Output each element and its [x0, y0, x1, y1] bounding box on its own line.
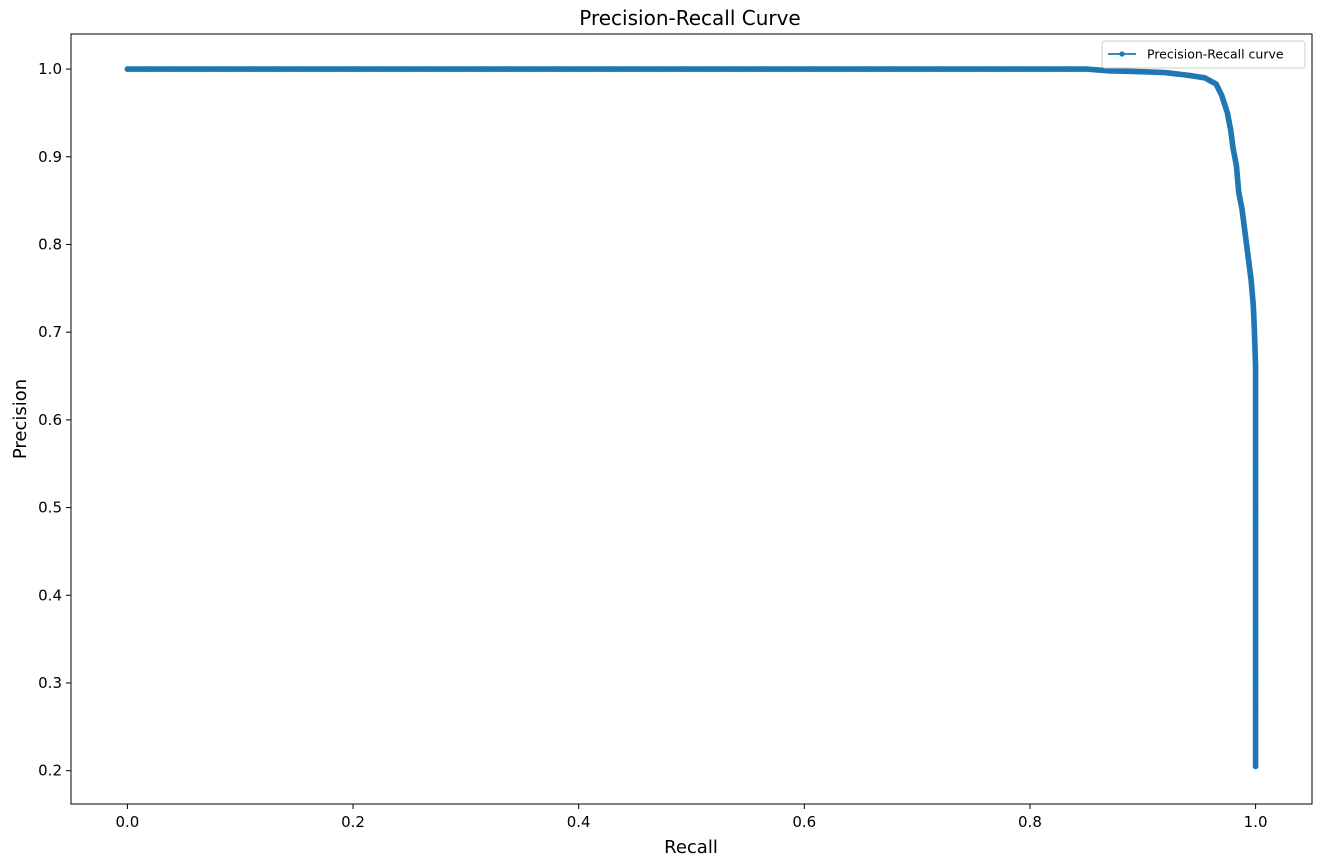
- chart-title: Precision-Recall Curve: [579, 6, 800, 30]
- y-tick-label: 1.0: [38, 60, 62, 78]
- y-tick-label: 0.9: [38, 148, 62, 166]
- legend-label: Precision-Recall curve: [1147, 47, 1284, 62]
- x-axis: 0.0 0.2 0.4 0.6 0.8 1.0: [115, 804, 1268, 831]
- data-point-marker: [1252, 763, 1259, 770]
- y-axis-title: Precision: [10, 379, 31, 459]
- x-tick-label: 0.8: [1018, 813, 1042, 831]
- legend-marker-swatch: [1119, 51, 1125, 57]
- plot-area: [70, 33, 1313, 805]
- y-tick-label: 0.4: [38, 586, 62, 604]
- y-axis: 0.2 0.3 0.4 0.5 0.6 0.7 0.8 0.9 1.0: [38, 60, 71, 780]
- x-tick-label: 0.2: [341, 813, 365, 831]
- y-tick-label: 0.7: [38, 323, 62, 341]
- x-tick-label: 1.0: [1244, 813, 1268, 831]
- x-tick-label: 0.4: [567, 813, 591, 831]
- y-tick-label: 0.8: [38, 235, 62, 253]
- series-markers: [124, 66, 1259, 770]
- legend-box: [1101, 40, 1306, 69]
- y-tick-label: 0.3: [38, 674, 62, 692]
- x-axis-title: Recall: [664, 837, 718, 858]
- legend: Precision-Recall curve: [1101, 40, 1306, 69]
- x-tick-label: 0.6: [792, 813, 816, 831]
- y-tick-label: 0.6: [38, 411, 62, 429]
- y-tick-label: 0.2: [38, 762, 62, 780]
- plot-frame: [70, 33, 1313, 805]
- series-layer: [124, 66, 1259, 770]
- y-tick-label: 0.5: [38, 499, 62, 517]
- x-tick-label: 0.0: [115, 813, 139, 831]
